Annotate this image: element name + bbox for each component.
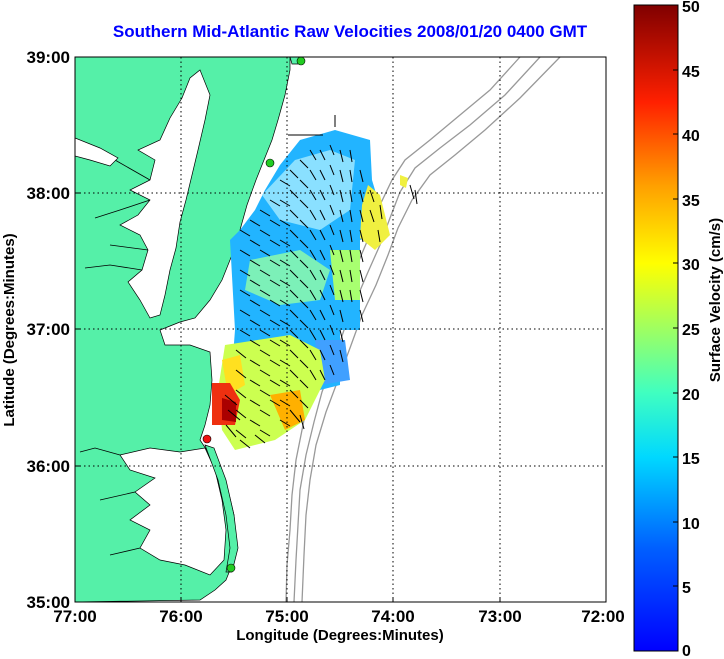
y-tick-label: 38:00 [27, 184, 70, 203]
colorbar-tick: 20 [682, 387, 700, 404]
x-axis-label: Longitude (Degrees:Minutes) [236, 627, 444, 644]
velocity-vectors [224, 115, 418, 449]
station-marker [296, 56, 306, 66]
colorbar [633, 4, 679, 652]
station-marker [226, 563, 236, 573]
y-tick-label: 36:00 [27, 457, 70, 476]
colorbar-tick: 10 [682, 516, 700, 533]
colorbar-tick: 25 [682, 322, 700, 339]
colorbar-tick: 30 [682, 257, 700, 274]
x-tick-label: 72:00 [581, 607, 624, 626]
y-axis-label: Latitude (Degrees:Minutes) [1, 233, 18, 426]
colorbar-label: Surface Velocity (cm/s) [707, 218, 724, 382]
y-tick-label: 35:00 [27, 593, 70, 612]
plot-title: Southern Mid-Atlantic Raw Velocities 200… [112, 22, 588, 41]
grid-lines [75, 57, 606, 602]
colorbar-tick: 0 [682, 643, 691, 659]
station-marker [265, 158, 275, 168]
x-tick-label: 77:00 [53, 607, 96, 626]
colorbar-tick: 35 [682, 193, 700, 210]
y-tick-label: 37:00 [27, 320, 70, 339]
colorbar-tick: 15 [682, 451, 700, 468]
x-tick-label: 75:00 [265, 607, 308, 626]
y-tick-label: 39:00 [27, 48, 70, 67]
x-tick-label: 76:00 [159, 607, 202, 626]
colorbar-tick: 50 [682, 0, 700, 16]
colorbar-tick: 40 [682, 128, 700, 145]
x-tick-label: 74:00 [371, 607, 414, 626]
colorbar-tick: 45 [682, 64, 700, 81]
x-tick-label: 73:00 [478, 607, 521, 626]
colorbar-tick: 5 [682, 580, 691, 597]
station-marker [202, 434, 212, 444]
